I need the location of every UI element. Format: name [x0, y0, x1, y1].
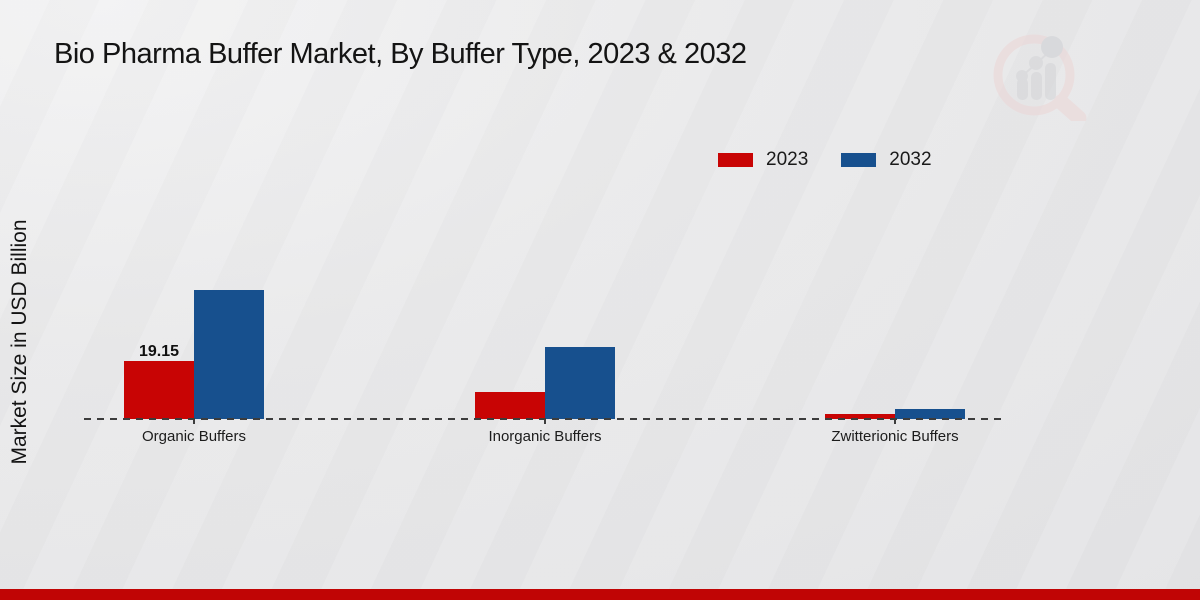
category-label-inorganic: Inorganic Buffers	[488, 428, 602, 445]
legend-swatch-2023	[718, 153, 753, 167]
legend: 2023 2032	[718, 149, 932, 171]
magnifier-bar-chart-icon	[993, 34, 1087, 121]
x-axis-baseline	[84, 418, 1006, 420]
x-axis-tick-organic	[193, 419, 195, 424]
bar-inorganic-2032	[545, 347, 615, 419]
category-label-zwitterionic: Zwitterionic Buffers	[831, 428, 959, 445]
footer-accent-bar	[0, 589, 1200, 600]
legend-item-2032: 2032	[841, 149, 932, 171]
bar-zwitterionic-2023	[825, 414, 895, 419]
legend-label-2023: 2023	[766, 149, 809, 170]
page-title: Bio Pharma Buffer Market, By Buffer Type…	[54, 38, 747, 70]
value-label-organic-2023: 19.15	[138, 343, 180, 360]
bar-inorganic-2023	[475, 392, 545, 419]
x-axis-tick-zwitterionic	[894, 419, 896, 424]
x-axis-tick-inorganic	[544, 419, 546, 424]
bar-organic-2032	[194, 290, 264, 419]
category-label-organic: Organic Buffers	[142, 428, 246, 445]
bar-organic-2023	[124, 361, 194, 419]
legend-swatch-2032	[841, 153, 877, 167]
legend-item-2023: 2023	[718, 149, 808, 171]
bar-zwitterionic-2032	[895, 409, 965, 419]
legend-label-2032: 2032	[889, 149, 932, 170]
